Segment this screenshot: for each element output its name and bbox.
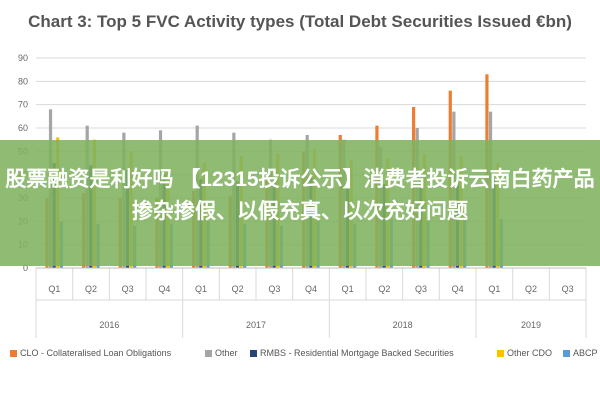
legend-label: Other CDO: [507, 348, 553, 358]
y-tick-label: 70: [18, 100, 28, 110]
year-label: 2016: [99, 320, 119, 330]
y-tick-label: 80: [18, 76, 28, 86]
y-tick-label: 90: [18, 53, 28, 63]
x-tick-label: Q4: [158, 284, 170, 294]
legend-swatch: [563, 349, 570, 357]
x-tick-label: Q4: [452, 284, 464, 294]
legend-item: CLO - Collateralised Loan Obligations: [10, 348, 171, 358]
chart-title: Chart 3: Top 5 FVC Activity types (Total…: [28, 12, 572, 31]
x-tick-label: Q2: [525, 284, 537, 294]
x-tick-label: Q2: [85, 284, 97, 294]
x-tick-label: Q3: [268, 284, 280, 294]
legend-item: ABCP: [563, 348, 598, 358]
x-tick-label: Q4: [305, 284, 317, 294]
legend-item: Other CDO: [497, 348, 552, 358]
legend-swatch: [250, 349, 257, 357]
legend-item: Other: [205, 348, 238, 358]
x-tick-label: Q1: [48, 284, 60, 294]
banner-headline[interactable]: 股票融资是利好吗 【12315投诉公示】消费者投诉云南白药产品掺杂掺假、以假充真…: [5, 168, 595, 223]
x-tick-label: Q1: [342, 284, 354, 294]
x-tick-label: Q1: [488, 284, 500, 294]
year-label: 2017: [246, 320, 266, 330]
legend-label: RMBS - Residential Mortgage Backed Secur…: [260, 348, 454, 358]
overlay-banner[interactable]: 股票融资是利好吗 【12315投诉公示】消费者投诉云南白药产品掺杂掺假、以假充真…: [0, 140, 600, 266]
x-tick-label: Q3: [122, 284, 134, 294]
x-tick-label: Q3: [562, 284, 574, 294]
y-tick-label: 60: [18, 123, 28, 133]
x-tick-label: Q2: [232, 284, 244, 294]
legend-label: CLO - Collateralised Loan Obligations: [20, 348, 172, 358]
year-label: 2019: [521, 320, 541, 330]
legend-swatch: [205, 349, 212, 357]
x-tick-label: Q2: [378, 284, 390, 294]
x-tick-label: Q1: [195, 284, 207, 294]
legend-swatch: [10, 349, 17, 357]
chart-legend: CLO - Collateralised Loan Obligations Oth…: [0, 348, 600, 370]
legend-item: RMBS - Residential Mortgage Backed Secur…: [250, 348, 454, 358]
year-label: 2018: [393, 320, 413, 330]
legend-swatch: [497, 349, 504, 357]
x-tick-label: Q3: [415, 284, 427, 294]
y-tick-label: 0: [23, 263, 28, 273]
legend-label: Other: [215, 348, 238, 358]
legend-label: ABCP: [573, 348, 598, 358]
